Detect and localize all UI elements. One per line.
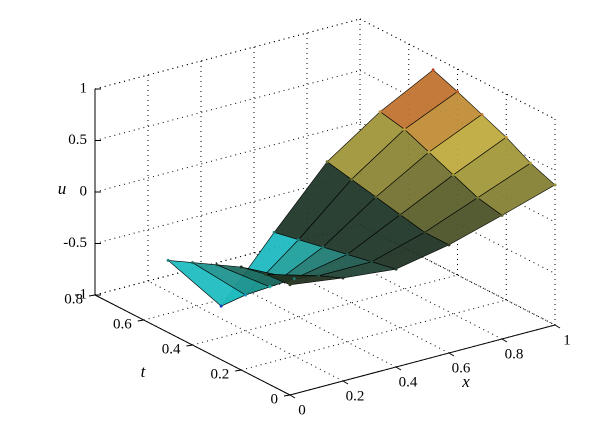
surface-point bbox=[423, 230, 427, 234]
surface-point bbox=[317, 274, 321, 278]
grid-line bbox=[241, 299, 507, 371]
surface-point bbox=[244, 293, 247, 297]
y-tick bbox=[186, 344, 193, 347]
surface-point bbox=[350, 177, 353, 181]
surface-point bbox=[288, 283, 292, 287]
surface-point bbox=[264, 272, 268, 276]
surface-point bbox=[297, 238, 300, 242]
x-tick bbox=[501, 338, 508, 343]
surface-point bbox=[456, 90, 459, 94]
surface-point bbox=[341, 276, 345, 280]
z-tick-label: 1 bbox=[80, 80, 88, 96]
grid-line bbox=[94, 121, 361, 193]
surface-point bbox=[219, 304, 223, 308]
surface-point bbox=[500, 213, 504, 217]
x-tick bbox=[554, 324, 561, 329]
surface-point bbox=[398, 213, 402, 217]
x-tick-label: 1 bbox=[563, 332, 571, 348]
surface-point bbox=[480, 112, 484, 116]
y-tick bbox=[88, 294, 96, 297]
x-tick bbox=[395, 366, 402, 371]
z-tick-label: 0 bbox=[80, 183, 88, 199]
y-axis bbox=[94, 294, 291, 396]
y-tick bbox=[283, 394, 291, 397]
surface-point bbox=[529, 161, 533, 165]
surface-point bbox=[191, 261, 194, 265]
surface-point bbox=[394, 267, 398, 271]
y-tick-label: 0.8 bbox=[64, 291, 83, 307]
surface-point bbox=[325, 160, 329, 164]
x-tick-label: 0 bbox=[298, 402, 306, 418]
surface-point bbox=[321, 245, 325, 249]
surface-point bbox=[451, 173, 455, 177]
x-tick-label: 0.2 bbox=[346, 388, 365, 404]
surface-point bbox=[268, 285, 272, 289]
surface-point bbox=[370, 260, 374, 264]
x-tick bbox=[342, 380, 349, 385]
x-axis bbox=[289, 324, 556, 396]
y-tick bbox=[235, 369, 242, 372]
box-edge bbox=[94, 18, 361, 90]
surface-point bbox=[553, 183, 557, 187]
grid-line bbox=[192, 274, 458, 346]
surface-point bbox=[378, 110, 382, 114]
z-axis-label: u bbox=[58, 179, 67, 198]
grid-line bbox=[94, 70, 361, 141]
z-tick-label: -0.5 bbox=[63, 235, 87, 251]
grid-line bbox=[94, 18, 361, 90]
x-tick bbox=[289, 394, 296, 399]
surface-point bbox=[374, 195, 378, 199]
grid-line bbox=[94, 173, 361, 244]
x-tick-label: 0.8 bbox=[505, 346, 524, 362]
surface-point bbox=[239, 265, 243, 269]
x-tick-label: 0.6 bbox=[452, 360, 471, 376]
surface-point bbox=[166, 258, 170, 262]
grid-line bbox=[143, 249, 409, 321]
x-axis-label: x bbox=[461, 372, 470, 391]
z-tick-label: -1 bbox=[75, 286, 88, 302]
surface-point bbox=[504, 135, 508, 139]
y-axis-label: t bbox=[141, 362, 147, 381]
y-tick-label: 0.2 bbox=[211, 366, 230, 382]
surface-point bbox=[427, 150, 431, 154]
z-tick-label: 0.5 bbox=[68, 132, 87, 148]
x-tick-label: 0.4 bbox=[399, 374, 418, 390]
x-tick bbox=[448, 352, 455, 357]
grid-line bbox=[94, 224, 361, 296]
y-tick-label: 0.4 bbox=[162, 341, 181, 357]
y-tick-label: 0 bbox=[271, 391, 279, 407]
surface-point bbox=[476, 196, 480, 200]
surface-point bbox=[403, 127, 406, 131]
surface-point bbox=[292, 277, 296, 281]
surface-point bbox=[447, 243, 451, 247]
surface-point bbox=[215, 263, 219, 267]
surface-point bbox=[431, 68, 435, 72]
y-tick-label: 0.6 bbox=[113, 316, 132, 332]
y-tick bbox=[137, 319, 144, 322]
surface-point bbox=[272, 230, 276, 234]
surface-point bbox=[345, 252, 349, 256]
